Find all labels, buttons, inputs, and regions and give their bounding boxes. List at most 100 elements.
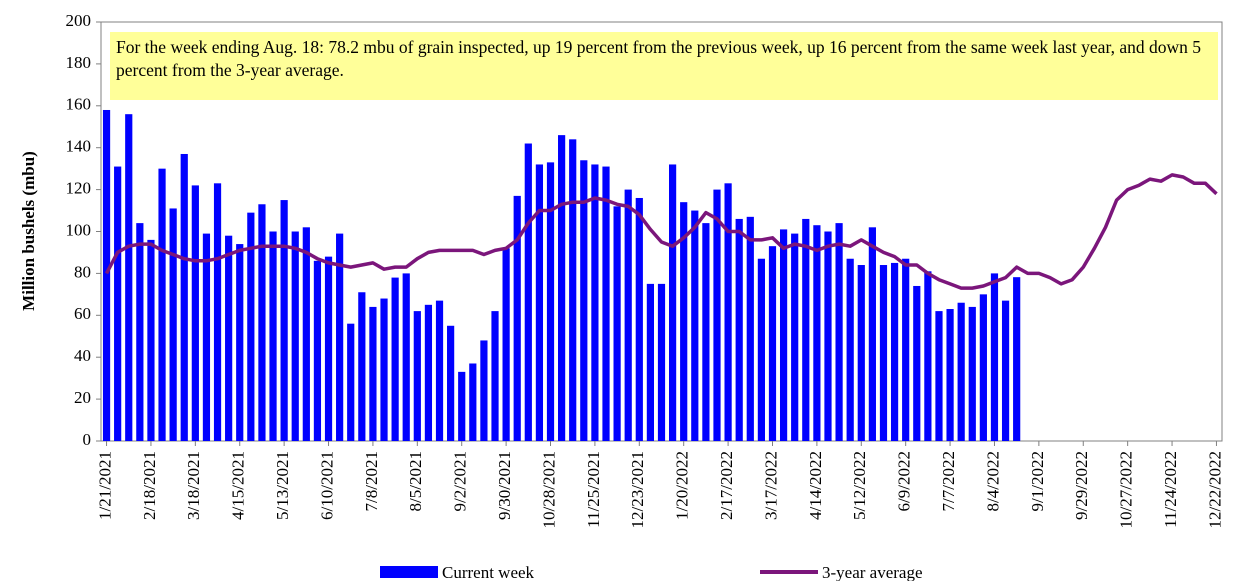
x-tick-label: 3/17/2022 (761, 451, 780, 520)
bar (913, 285, 921, 441)
bar (979, 294, 987, 441)
bar (424, 304, 433, 441)
bar (890, 262, 899, 441)
bar (546, 162, 555, 442)
bar (535, 164, 544, 441)
bar (680, 202, 688, 441)
y-tick-label: 100 (66, 220, 92, 239)
bar (768, 246, 777, 441)
bar (302, 227, 310, 441)
x-tick-label: 1/21/2021 (95, 451, 114, 520)
x-tick-label: 2/18/2021 (140, 451, 159, 520)
bar (757, 258, 765, 441)
x-tick-label: 7/7/2022 (939, 451, 958, 511)
bar (480, 340, 488, 441)
bar (702, 223, 710, 441)
bar (957, 302, 965, 441)
bar (469, 363, 477, 441)
x-tick-label: 9/2/2021 (451, 451, 470, 511)
bar (413, 311, 421, 441)
bar (247, 212, 255, 441)
y-tick-label: 200 (66, 11, 92, 30)
bar (236, 244, 244, 441)
annotation: For the week ending Aug. 18: 78.2 mbu of… (110, 32, 1218, 100)
x-tick-label: 9/1/2022 (1028, 451, 1047, 511)
bar (735, 218, 743, 441)
y-tick-label: 40 (74, 346, 91, 365)
bar (713, 189, 721, 441)
bar (336, 233, 344, 441)
legend-swatch (380, 566, 438, 578)
legend-label: Current week (442, 563, 535, 581)
y-tick-label: 0 (83, 430, 92, 449)
bar (102, 109, 111, 442)
x-tick-label: 9/30/2021 (495, 451, 514, 520)
bar (513, 195, 521, 441)
bar (879, 265, 888, 441)
bar (125, 114, 133, 442)
bar (602, 166, 610, 441)
bar (1013, 277, 1021, 441)
y-tick-label: 20 (74, 388, 91, 407)
bar (1001, 300, 1010, 441)
bar (213, 183, 222, 441)
bar (202, 233, 211, 441)
bar (968, 306, 976, 441)
bar (502, 248, 510, 441)
x-tick-label: 11/25/2021 (584, 451, 603, 528)
bar (280, 200, 288, 441)
bar (746, 216, 754, 441)
x-tick-label: 4/14/2022 (806, 451, 825, 520)
bar (180, 153, 188, 442)
bar (380, 298, 388, 441)
y-tick-label: 120 (66, 179, 92, 198)
bar (946, 309, 954, 441)
y-tick-label: 60 (74, 304, 91, 323)
bar (724, 183, 732, 441)
bar (591, 164, 599, 441)
legend-label: 3-year average (822, 563, 923, 581)
bar (791, 233, 799, 441)
x-tick-label: 5/13/2021 (273, 451, 292, 520)
x-tick-label: 2/17/2022 (717, 451, 736, 520)
bar (313, 260, 322, 441)
bar (324, 256, 333, 441)
bar (402, 273, 410, 441)
x-tick-label: 11/24/2022 (1161, 451, 1180, 528)
bar (435, 300, 444, 441)
y-tick-label: 160 (66, 95, 92, 114)
bar (569, 139, 577, 441)
bar (857, 265, 865, 441)
bar (136, 223, 144, 441)
bar (269, 231, 277, 441)
bar (868, 227, 876, 441)
bar (902, 258, 910, 441)
bar (846, 258, 854, 441)
bar (779, 229, 788, 441)
bar (358, 292, 366, 441)
x-tick-label: 7/8/2021 (362, 451, 381, 511)
x-tick-label: 4/15/2021 (229, 451, 248, 520)
bar (225, 235, 233, 441)
x-tick-label: 3/18/2021 (184, 451, 203, 520)
x-tick-label: 12/23/2021 (628, 451, 647, 528)
bar (158, 168, 166, 441)
bar (802, 218, 810, 441)
bar (347, 323, 355, 441)
x-tick-label: 8/5/2021 (406, 451, 425, 511)
bar (824, 231, 832, 441)
bar (624, 189, 632, 441)
bar (691, 210, 699, 441)
x-tick-label: 9/29/2022 (1072, 451, 1091, 520)
x-tick-label: 12/22/2022 (1205, 451, 1224, 528)
line (104, 173, 1218, 290)
bar (114, 166, 122, 441)
y-axis-label: Million bushels (mbu) (19, 151, 38, 311)
bar (668, 164, 677, 441)
bar (635, 197, 643, 441)
x-tick-label: 1/20/2022 (673, 451, 692, 520)
x-tick-label: 10/27/2022 (1117, 451, 1136, 528)
bar (613, 206, 621, 441)
